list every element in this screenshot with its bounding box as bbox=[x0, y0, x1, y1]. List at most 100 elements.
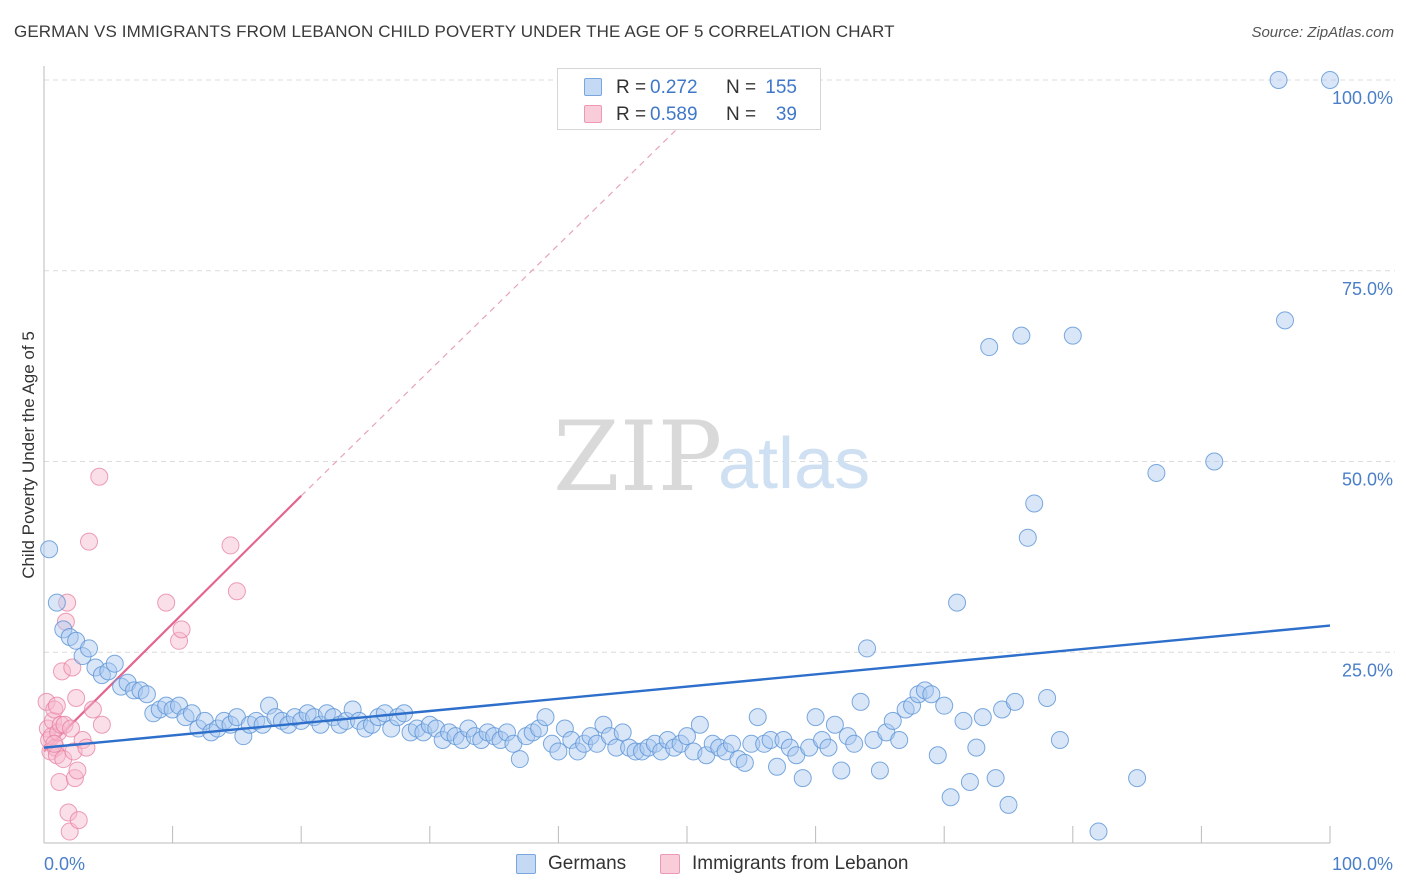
point-lebanon bbox=[68, 761, 87, 780]
point-germans bbox=[890, 730, 909, 749]
point-germans bbox=[748, 708, 767, 727]
point-germans bbox=[838, 727, 857, 746]
source-label: Source: ZipAtlas.com bbox=[1251, 24, 1394, 41]
point-lebanon bbox=[50, 772, 69, 791]
point-germans bbox=[999, 795, 1018, 814]
point-germans bbox=[768, 757, 787, 776]
y-tick-label: 50.0% bbox=[1342, 470, 1393, 490]
trend-line-lebanon bbox=[43, 495, 302, 753]
point-lebanon bbox=[172, 620, 191, 639]
point-germans bbox=[851, 692, 870, 711]
point-germans bbox=[723, 734, 742, 753]
point-germans bbox=[54, 620, 73, 639]
point-germans bbox=[594, 715, 613, 734]
point-germans bbox=[497, 723, 516, 742]
point-germans bbox=[742, 734, 761, 753]
point-germans bbox=[1018, 528, 1037, 547]
point-germans bbox=[1321, 71, 1339, 89]
point-germans bbox=[870, 761, 889, 780]
point-lebanon bbox=[51, 715, 70, 734]
point-lebanon bbox=[47, 696, 66, 715]
y-axis-label: Child Poverty Under the Age of 5 bbox=[19, 331, 38, 579]
chart-title: GERMAN VS IMMIGRANTS FROM LEBANON CHILD … bbox=[14, 22, 895, 41]
point-germans bbox=[1205, 452, 1224, 471]
point-germans bbox=[948, 593, 967, 612]
legend-n-value: 39 bbox=[775, 104, 797, 125]
watermark-atlas: atlas bbox=[718, 424, 870, 504]
point-lebanon bbox=[53, 662, 72, 681]
bottom-legend-swatch-lebanon bbox=[660, 854, 680, 874]
point-germans bbox=[137, 685, 156, 704]
point-germans bbox=[1147, 463, 1166, 482]
point-germans bbox=[941, 788, 960, 807]
point-germans bbox=[935, 696, 954, 715]
point-germans bbox=[80, 639, 99, 658]
point-germans bbox=[73, 647, 92, 666]
point-lebanon bbox=[63, 658, 82, 677]
point-germans bbox=[99, 662, 118, 681]
point-germans bbox=[986, 769, 1005, 788]
point-lebanon bbox=[90, 467, 109, 486]
point-germans bbox=[858, 639, 877, 658]
point-germans bbox=[1005, 692, 1024, 711]
bottom-legend-swatch-germans bbox=[516, 854, 536, 874]
point-germans bbox=[806, 708, 825, 727]
point-germans bbox=[1025, 494, 1044, 513]
bottom-legend-label-lebanon: Immigrants from Lebanon bbox=[692, 853, 909, 874]
point-germans bbox=[1050, 730, 1069, 749]
point-lebanon bbox=[157, 593, 176, 612]
point-lebanon bbox=[58, 593, 77, 612]
point-germans bbox=[1063, 326, 1082, 345]
point-germans bbox=[382, 719, 401, 738]
point-germans bbox=[530, 719, 549, 738]
point-lebanon bbox=[69, 811, 88, 830]
x-tick-label-max: 100.0% bbox=[1332, 854, 1393, 874]
point-germans bbox=[922, 685, 941, 704]
point-germans bbox=[1275, 311, 1294, 330]
trend-line-germans bbox=[43, 624, 1331, 749]
point-germans bbox=[1012, 326, 1031, 345]
point-germans bbox=[832, 761, 851, 780]
point-germans bbox=[735, 753, 754, 772]
point-germans bbox=[883, 711, 902, 730]
point-germans bbox=[1038, 689, 1057, 708]
y-tick-label: 75.0% bbox=[1342, 279, 1393, 299]
point-germans bbox=[845, 734, 864, 753]
point-germans bbox=[1128, 769, 1147, 788]
point-lebanon bbox=[54, 750, 73, 769]
point-germans bbox=[568, 742, 587, 761]
grid bbox=[44, 79, 1395, 653]
point-germans bbox=[678, 727, 696, 746]
bottom-legend-label-germans: Germans bbox=[548, 853, 627, 874]
point-germans bbox=[40, 540, 59, 559]
point-lebanon bbox=[92, 715, 111, 734]
point-germans bbox=[613, 723, 632, 742]
tick-labels: 25.0% 50.0% 75.0% 100.0% 0.0% 100.0% bbox=[44, 88, 1393, 874]
point-germans bbox=[903, 696, 922, 715]
point-germans bbox=[105, 654, 124, 673]
point-germans bbox=[1269, 71, 1288, 89]
trend-lines-lebanon bbox=[43, 106, 701, 753]
point-lebanon bbox=[170, 631, 189, 650]
legend-swatch-lebanon bbox=[584, 105, 602, 123]
watermark-zip: ZIP bbox=[553, 401, 722, 513]
watermark: ZIP atlas bbox=[553, 401, 870, 513]
legend-swatch-germans bbox=[584, 78, 602, 96]
point-lebanon bbox=[62, 719, 81, 738]
trend-line-lebanon-extension bbox=[300, 106, 701, 497]
point-germans bbox=[954, 711, 973, 730]
point-lebanon bbox=[80, 532, 99, 551]
point-germans bbox=[1089, 822, 1108, 841]
point-germans bbox=[761, 730, 780, 749]
axes bbox=[43, 66, 1331, 844]
point-germans bbox=[774, 730, 793, 749]
point-germans bbox=[780, 738, 799, 757]
legend-r-value: 0.272 bbox=[650, 77, 698, 98]
point-germans bbox=[825, 715, 844, 734]
point-lebanon bbox=[67, 689, 86, 708]
legend-r-label: R = bbox=[616, 104, 647, 125]
point-lebanon bbox=[221, 536, 240, 555]
legend-row-germans: R = 0.272 N = 155 bbox=[558, 74, 820, 100]
point-lebanon bbox=[37, 692, 56, 711]
